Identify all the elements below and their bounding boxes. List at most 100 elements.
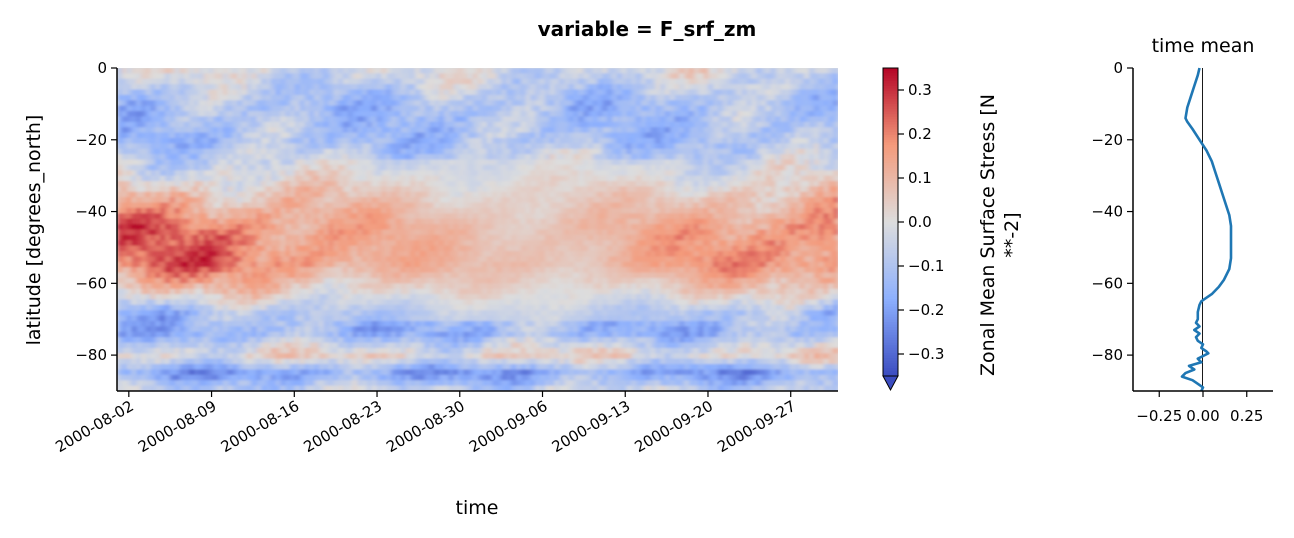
heatmap-cell — [737, 202, 743, 209]
heatmap-cell — [693, 170, 700, 177]
heatmap-cell — [400, 181, 407, 188]
heatmap-cell — [141, 191, 147, 198]
heatmap-cell — [573, 164, 580, 172]
heatmap-cell — [189, 68, 195, 75]
heatmap-cell — [487, 132, 493, 139]
heatmap-cell — [117, 148, 123, 155]
heatmap-cell — [299, 213, 306, 220]
heatmap-cell — [722, 207, 729, 215]
heatmap-cell — [636, 94, 642, 102]
heatmap-cell — [559, 84, 565, 91]
heatmap-cell — [833, 89, 838, 96]
heatmap-cell — [458, 197, 464, 204]
heatmap-cell — [520, 127, 527, 134]
heatmap-cell — [314, 143, 320, 150]
heatmap-cell — [126, 224, 133, 231]
heatmap-cell — [222, 170, 229, 177]
heatmap-cell — [578, 143, 585, 150]
heatmap-cell — [698, 229, 705, 236]
heatmap-cell — [607, 111, 613, 118]
heatmap-cell — [597, 197, 604, 204]
heatmap-cell — [429, 229, 436, 236]
heatmap-cell — [746, 170, 753, 177]
heatmap-cell — [775, 94, 782, 102]
heatmap-cell — [496, 202, 503, 209]
heatmap-cell — [352, 181, 359, 188]
heatmap-cell — [713, 78, 719, 85]
heatmap-cell — [813, 197, 820, 204]
heatmap-cell — [693, 224, 700, 231]
heatmap-cell — [342, 213, 349, 220]
heatmap-cell — [713, 137, 719, 145]
heatmap-cell — [443, 105, 450, 112]
heatmap-cell — [761, 121, 767, 129]
heatmap-cell — [578, 154, 585, 161]
heatmap-cell — [785, 148, 791, 155]
heatmap-cell — [309, 137, 315, 145]
heatmap-cell — [770, 213, 777, 220]
heatmap-cell — [256, 245, 262, 252]
heatmap-cell — [318, 132, 325, 139]
heatmap-cell — [400, 100, 407, 107]
heatmap-cell — [400, 218, 407, 225]
heatmap-cell — [525, 154, 532, 161]
heatmap-cell — [294, 73, 301, 80]
heatmap-cell — [467, 186, 474, 193]
heatmap-cell — [126, 100, 133, 107]
heatmap-cell — [290, 127, 296, 134]
heatmap-cell — [439, 89, 445, 96]
heatmap-cell — [799, 234, 806, 242]
heatmap-cell — [434, 164, 440, 172]
heatmap-cell — [655, 84, 661, 91]
heatmap-cell — [804, 68, 810, 75]
heatmap-cell — [602, 127, 609, 134]
heatmap-cell — [184, 197, 190, 204]
heatmap-cell — [309, 78, 315, 85]
heatmap-cell — [376, 213, 383, 220]
heatmap-cell — [535, 191, 541, 198]
heatmap-cell — [737, 111, 743, 118]
heatmap-cell — [318, 218, 325, 225]
heatmap-cell — [419, 197, 426, 204]
heatmap-cell — [496, 159, 503, 166]
heatmap-cell — [314, 94, 320, 102]
heatmap-cell — [458, 202, 464, 209]
heatmap-cell — [280, 181, 287, 188]
heatmap-cell — [150, 154, 157, 161]
heatmap-cell — [169, 143, 176, 150]
heatmap-cell — [761, 229, 767, 236]
heatmap-cell — [664, 202, 671, 209]
heatmap-cell — [342, 137, 349, 145]
heatmap-cell — [165, 240, 171, 247]
heatmap-cell — [314, 137, 320, 145]
heatmap-cell — [141, 89, 147, 96]
heatmap-cell — [410, 224, 416, 231]
heatmap-cell — [117, 94, 123, 102]
heatmap-cell — [487, 84, 493, 91]
heatmap-cell — [511, 73, 517, 80]
heatmap-cell — [554, 148, 561, 155]
heatmap-cell — [515, 191, 522, 198]
heatmap-cell — [612, 121, 618, 129]
heatmap-cell — [645, 132, 652, 139]
heatmap-cell — [318, 89, 325, 96]
heatmap-cell — [549, 207, 556, 215]
heatmap-cell — [708, 94, 714, 102]
heatmap-cell — [487, 127, 493, 134]
heatmap-cell — [333, 170, 339, 177]
heatmap-cell — [318, 100, 325, 107]
heatmap-cell — [439, 73, 445, 80]
heatmap-cell — [429, 143, 436, 150]
heatmap-cell — [342, 191, 349, 198]
heatmap-cell — [266, 245, 272, 252]
heatmap-cell — [669, 73, 676, 80]
heatmap-cell — [650, 84, 657, 91]
heatmap-cell — [405, 218, 412, 225]
heatmap-cell — [193, 132, 200, 139]
heatmap-cell — [342, 234, 349, 242]
heatmap-cell — [333, 197, 339, 204]
heatmap-cell — [371, 148, 378, 155]
heatmap-cell — [150, 245, 157, 252]
heatmap-cell — [631, 73, 637, 80]
heatmap-cell — [616, 202, 623, 209]
